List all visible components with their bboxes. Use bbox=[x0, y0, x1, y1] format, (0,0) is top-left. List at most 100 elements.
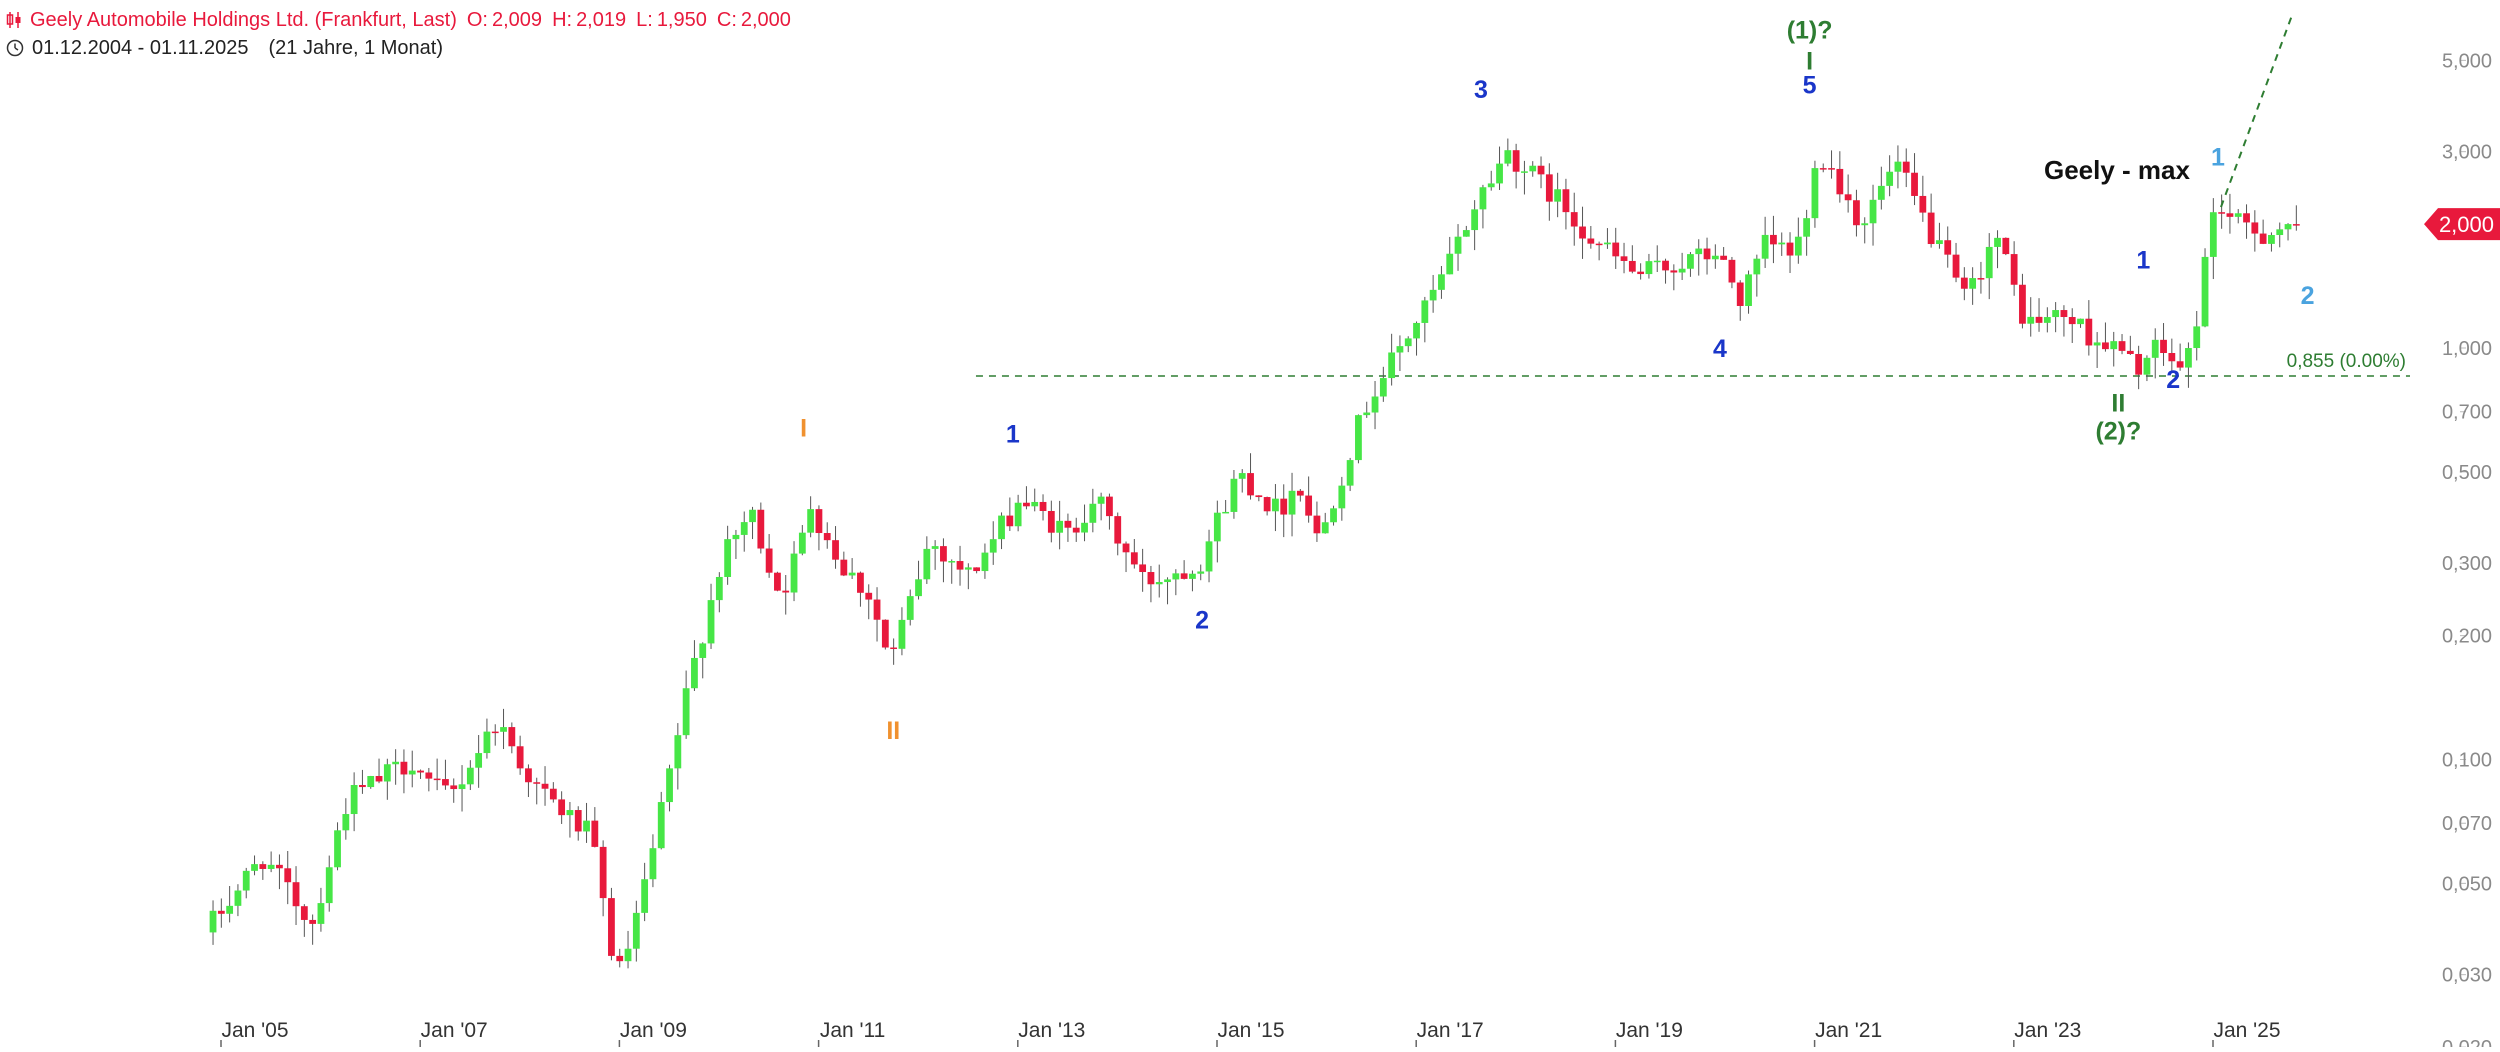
candle bbox=[1628, 245, 1636, 274]
candle bbox=[823, 522, 831, 549]
candle bbox=[2218, 194, 2226, 229]
y-tick-label: 0,300 bbox=[2442, 553, 2492, 575]
candle bbox=[956, 545, 964, 586]
candle bbox=[599, 840, 607, 917]
candle bbox=[2010, 241, 2018, 296]
candle bbox=[583, 802, 590, 843]
candle bbox=[765, 534, 773, 578]
candle bbox=[1222, 499, 1230, 514]
candle bbox=[881, 619, 889, 650]
candle bbox=[1421, 296, 1429, 343]
candle bbox=[873, 587, 881, 642]
candle bbox=[2160, 323, 2167, 366]
candle bbox=[782, 575, 790, 615]
candle bbox=[1703, 237, 1711, 275]
candle bbox=[923, 536, 931, 584]
x-tick-label: Jan '11 bbox=[820, 1019, 886, 1042]
wave-label: 2 bbox=[2166, 366, 2180, 394]
candle bbox=[2243, 204, 2250, 239]
candle bbox=[1985, 233, 1993, 300]
candle bbox=[1338, 476, 1346, 521]
wave-label: 1 bbox=[2136, 247, 2150, 275]
candle bbox=[1770, 215, 1777, 264]
candle bbox=[2251, 210, 2259, 252]
candle bbox=[1695, 239, 1703, 276]
candle bbox=[392, 749, 400, 785]
candle bbox=[732, 529, 740, 560]
candle bbox=[1902, 148, 1910, 188]
candle bbox=[1944, 226, 1952, 268]
candle bbox=[350, 772, 358, 832]
candle bbox=[500, 708, 507, 750]
candle bbox=[2060, 305, 2068, 337]
candle bbox=[425, 767, 433, 792]
candle bbox=[1238, 469, 1246, 493]
candle bbox=[1330, 505, 1337, 526]
candle bbox=[525, 764, 532, 798]
wave-label: 2 bbox=[1195, 607, 1209, 635]
candle bbox=[342, 798, 350, 840]
y-tick-label: 0,700 bbox=[2442, 402, 2492, 424]
candle bbox=[558, 791, 566, 824]
ohlc-open-value: 2,009 bbox=[492, 9, 543, 31]
candle bbox=[1006, 497, 1014, 531]
candle bbox=[1355, 414, 1362, 464]
candle bbox=[2002, 237, 2010, 256]
candle bbox=[466, 760, 474, 791]
candle bbox=[1363, 401, 1371, 418]
candle bbox=[1288, 472, 1296, 537]
candle bbox=[2292, 205, 2300, 231]
candle bbox=[2151, 328, 2159, 379]
candle bbox=[1836, 151, 1844, 203]
candle bbox=[300, 904, 308, 937]
candle bbox=[508, 722, 516, 754]
candle bbox=[383, 758, 391, 800]
candle bbox=[2268, 232, 2275, 252]
candle bbox=[276, 854, 283, 890]
x-tick-label: Jan '19 bbox=[1616, 1019, 1683, 1042]
candle bbox=[2193, 310, 2201, 361]
y-tick-label: 1,000 bbox=[2442, 338, 2492, 360]
wave-label: 3 bbox=[1474, 76, 1488, 104]
candle bbox=[2168, 338, 2176, 372]
wave-label: 4 bbox=[1713, 335, 1727, 363]
candle bbox=[483, 718, 491, 759]
candle bbox=[284, 850, 292, 905]
candle bbox=[1255, 495, 1263, 502]
candle bbox=[649, 834, 657, 888]
candle bbox=[973, 567, 981, 574]
candle bbox=[1927, 193, 1935, 248]
candle bbox=[317, 887, 325, 932]
wave-label: (2)? bbox=[2095, 417, 2141, 445]
candle bbox=[1911, 153, 1918, 206]
candle bbox=[1189, 570, 1196, 592]
candle bbox=[798, 525, 806, 556]
candle bbox=[400, 749, 408, 794]
candle bbox=[541, 766, 549, 806]
candle bbox=[2176, 343, 2184, 371]
candle bbox=[1296, 488, 1304, 502]
candle bbox=[442, 759, 449, 790]
candle bbox=[1089, 488, 1097, 533]
x-tick-label: Jan '05 bbox=[221, 1019, 288, 1042]
candle bbox=[1678, 252, 1686, 281]
candle bbox=[948, 559, 956, 584]
trend-line[interactable] bbox=[2220, 13, 2294, 208]
x-tick-label: Jan '15 bbox=[1217, 1019, 1284, 1042]
candle bbox=[408, 750, 416, 788]
candle bbox=[1919, 175, 1927, 222]
candle bbox=[857, 571, 864, 607]
candle bbox=[2143, 355, 2151, 382]
candle bbox=[940, 538, 947, 583]
candle bbox=[1604, 228, 1611, 249]
candle bbox=[566, 802, 574, 838]
candle bbox=[1562, 178, 1570, 230]
candle bbox=[1213, 500, 1221, 563]
candle bbox=[1786, 232, 1794, 274]
candle bbox=[707, 583, 715, 649]
candle bbox=[417, 769, 424, 779]
ohlc-high-value: 2,019 bbox=[576, 9, 627, 31]
y-tick-label: 0,070 bbox=[2442, 813, 2492, 835]
